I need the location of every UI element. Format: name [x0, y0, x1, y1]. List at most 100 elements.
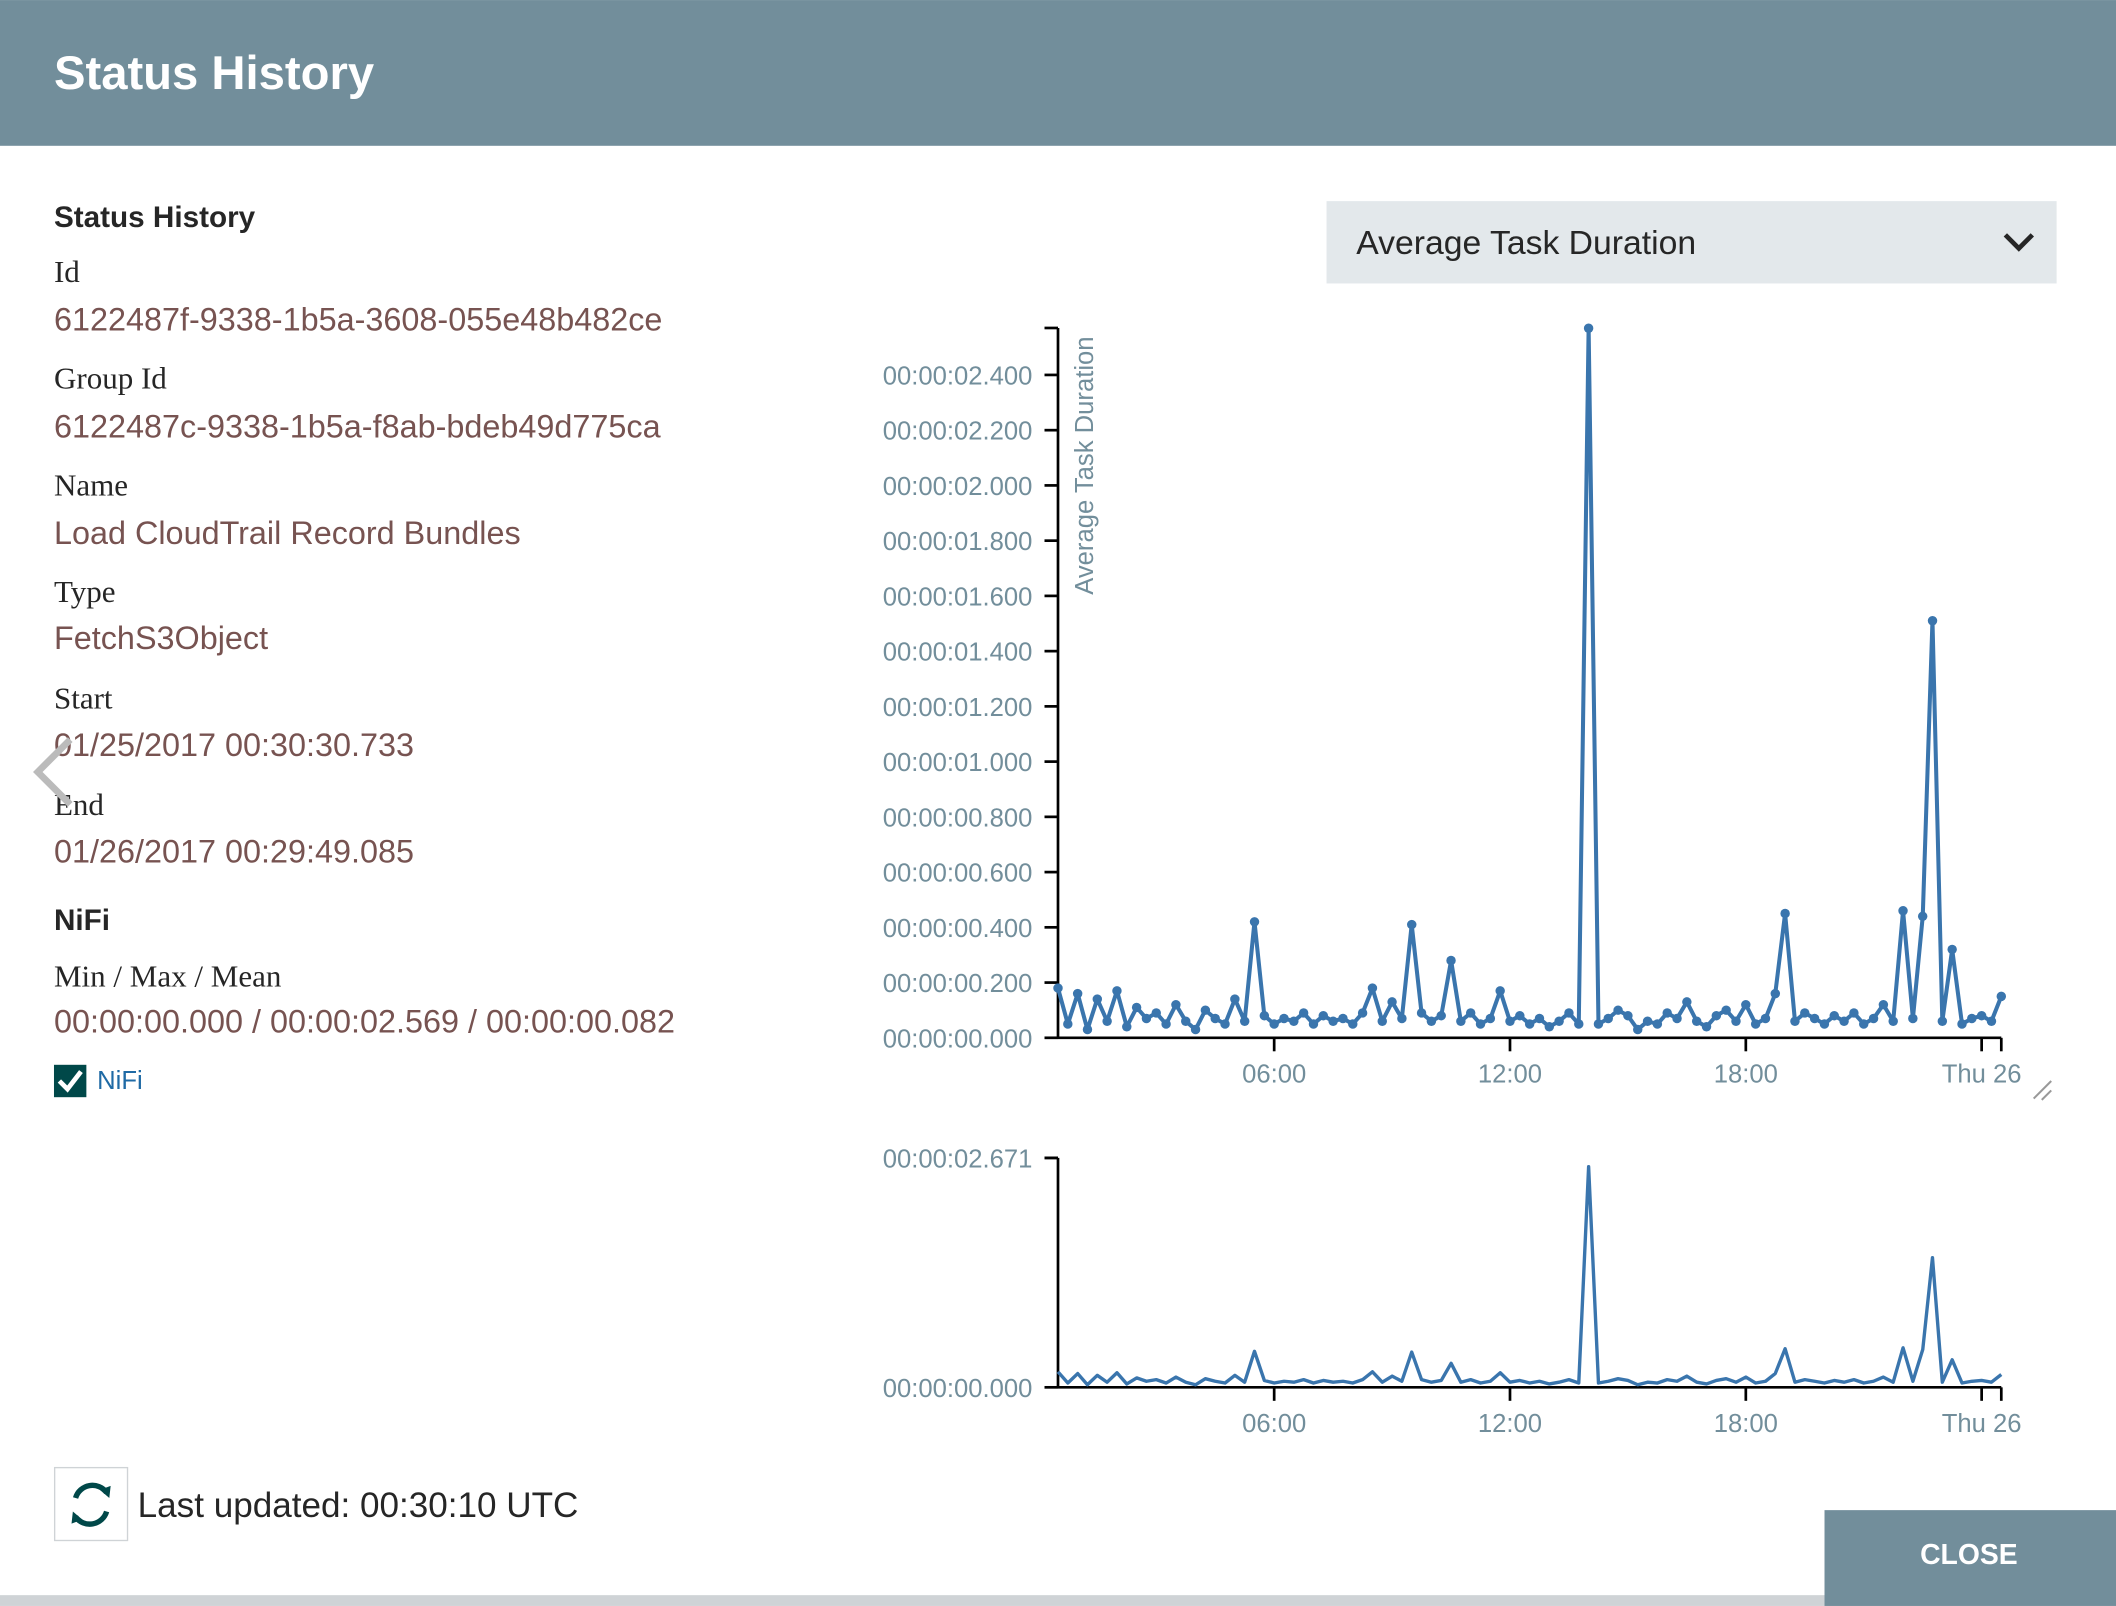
- data-point: [1407, 919, 1417, 930]
- data-point: [1367, 983, 1378, 993]
- y-tick-label: 00:00:01.400: [883, 639, 1033, 667]
- y-tick-label: 00:00:02.671: [883, 1145, 1033, 1173]
- data-point: [1829, 1010, 1839, 1021]
- data-point: [1524, 1019, 1535, 1029]
- data-point: [1878, 999, 1889, 1010]
- data-point: [1937, 1016, 1948, 1026]
- x-tick-label: 18:00: [1714, 1060, 1778, 1088]
- data-point: [1741, 999, 1751, 1010]
- data-point: [1564, 1008, 1574, 1018]
- field-label: Group Id: [54, 361, 167, 396]
- close-box[interactable]: [1824, 1510, 2116, 1606]
- close-button[interactable]: CLOSE: [1824, 1510, 2116, 1606]
- data-point: [1053, 983, 1063, 993]
- close-label[interactable]: CLOSE: [1920, 1539, 2018, 1571]
- y-axis-title: Average Task Duration: [1071, 336, 1099, 594]
- data-point: [1475, 1019, 1486, 1029]
- data-point: [1731, 1016, 1741, 1026]
- field-label: Type: [54, 574, 116, 609]
- data-point: [1259, 1010, 1270, 1021]
- field-value: 6122487c-9338-1b5a-f8ab-bdeb49d775ca: [54, 408, 661, 444]
- data-point: [1652, 1019, 1663, 1029]
- data-point: [1151, 1008, 1161, 1018]
- data-point: [1623, 1010, 1633, 1021]
- y-tick-label: 00:00:01.200: [883, 694, 1033, 722]
- data-point: [1859, 1019, 1869, 1029]
- dropdown-box[interactable]: [1326, 201, 2057, 284]
- data-point: [1800, 1008, 1810, 1018]
- data-point: [1387, 997, 1397, 1007]
- data-point: [1868, 1013, 1879, 1024]
- data-point: [1082, 1024, 1093, 1035]
- data-point: [1790, 1016, 1800, 1026]
- data-point: [1357, 1008, 1368, 1018]
- y-tick-label: 00:00:00.600: [883, 860, 1033, 888]
- x-tick-label: 12:00: [1478, 1410, 1542, 1438]
- refresh-button[interactable]: [53, 1466, 129, 1542]
- x-tick-label: 12:00: [1478, 1060, 1542, 1088]
- data-point: [1456, 1016, 1466, 1026]
- dialog-header: [0, 0, 2116, 146]
- y-tick-label: 00:00:00.000: [883, 1375, 1033, 1403]
- y-tick-label: 00:00:01.000: [883, 749, 1033, 777]
- data-point: [1416, 1008, 1427, 1018]
- data-point: [1063, 1019, 1073, 1029]
- data-point: [1603, 1013, 1613, 1024]
- y-tick-label: 00:00:00.000: [883, 1025, 1033, 1053]
- data-point: [1328, 1016, 1338, 1026]
- data-point: [1986, 1016, 1997, 1026]
- dropdown-value: Average Task Duration: [1356, 224, 1696, 262]
- field-value: 01/25/2017 00:30:30.733: [54, 727, 414, 763]
- data-point: [1849, 1008, 1859, 1018]
- refresh-box[interactable]: [53, 1466, 129, 1542]
- data-point: [1534, 1013, 1545, 1024]
- data-point: [1446, 955, 1456, 966]
- checkbox[interactable]: [53, 1064, 87, 1098]
- series-checkbox[interactable]: NiFi: [53, 1064, 143, 1098]
- data-point: [1220, 1019, 1230, 1029]
- last-updated: Last updated: 00:30:10 UTC: [138, 1486, 579, 1525]
- x-tick-label: Thu 26: [1942, 1410, 2022, 1438]
- data-point: [1888, 1016, 1898, 1026]
- legend-entry[interactable]: NiFi: [97, 1067, 143, 1095]
- field-label: Min / Max / Mean: [54, 959, 282, 994]
- data-point: [1809, 1013, 1820, 1024]
- field-value: 01/26/2017 00:29:49.085: [54, 833, 414, 869]
- data-point: [1436, 1010, 1446, 1021]
- data-point: [1760, 1013, 1771, 1024]
- data-point: [1200, 1005, 1211, 1015]
- data-point: [1122, 1022, 1132, 1032]
- metric-dropdown[interactable]: Average Task Duration: [1326, 201, 2057, 284]
- data-point: [1269, 1019, 1279, 1029]
- data-point: [1544, 1022, 1555, 1032]
- data-point: [1917, 911, 1928, 922]
- data-point: [1505, 1016, 1515, 1026]
- y-tick-label: 00:00:02.400: [883, 362, 1033, 390]
- y-tick-label: 00:00:00.400: [883, 915, 1033, 943]
- data-point: [1976, 1010, 1987, 1021]
- data-point: [1770, 988, 1781, 999]
- field-value: Load CloudTrail Record Bundles: [54, 515, 521, 551]
- data-point: [1927, 616, 1938, 626]
- refresh-arrows: [71, 1485, 111, 1524]
- data-point: [1308, 1019, 1319, 1029]
- series-line: [1056, 1165, 2003, 1387]
- resize-handle[interactable]: [2032, 1080, 2052, 1101]
- y-tick-label: 00:00:01.600: [883, 583, 1033, 611]
- data-point: [1947, 944, 1957, 955]
- field-label: Name: [54, 467, 128, 502]
- data-point: [1161, 1019, 1171, 1029]
- data-point: [1249, 917, 1260, 927]
- carousel-arrow[interactable]: [33, 737, 73, 807]
- data-point: [1672, 1013, 1682, 1024]
- y-tick-label: 00:00:02.000: [883, 473, 1033, 501]
- data-point: [1485, 1013, 1496, 1024]
- data-point: [1112, 986, 1122, 996]
- section-heading: NiFi: [54, 904, 110, 937]
- data-point: [1131, 1002, 1142, 1013]
- data-point: [1583, 323, 1594, 333]
- data-point: [1318, 1010, 1329, 1021]
- data-point: [1289, 1016, 1299, 1026]
- y-tick-label: 00:00:00.200: [883, 970, 1033, 998]
